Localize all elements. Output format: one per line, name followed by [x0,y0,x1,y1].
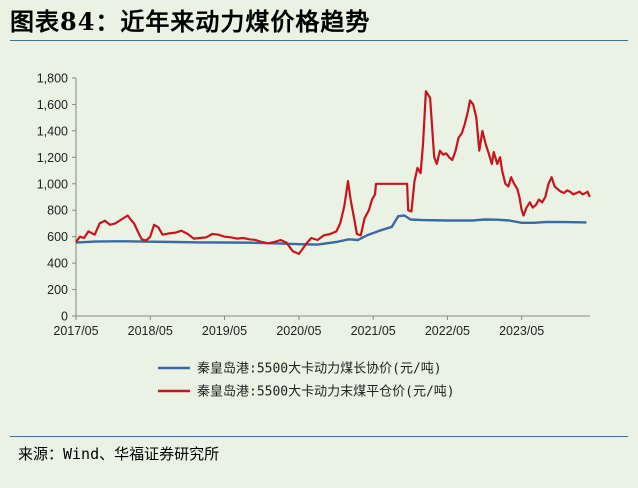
x-tick-label: 2020/05 [276,324,321,338]
y-tick-label: 1,800 [37,72,68,86]
title-divider [10,40,628,41]
y-tick-label: 400 [47,257,68,271]
x-axis: 2017/05 2018/05 2019/05 2020/05 2021/05 2022/… [53,315,590,338]
x-tick-label: 2017/05 [53,324,98,338]
y-tick-label: 1,400 [37,124,68,138]
source-note: 来源：Wind、华福证券研究所 [18,445,220,463]
x-tick-label: 2018/05 [128,324,173,338]
legend: 秦皇岛港:5500大卡动力煤长协价(元/吨) 秦皇岛港:5500大卡动力末煤平仓价… [158,361,455,400]
series-line-1 [75,214,587,246]
x-tick-label: 2021/05 [351,324,396,338]
y-tick-label: 600 [47,230,68,244]
y-tick-label: 0 [61,310,68,324]
y-tick-label: 1,000 [37,177,68,191]
page-title: 图表84：近年来动力煤价格趋势 [10,7,371,36]
y-tick-label: 800 [47,204,68,218]
series-group [75,90,591,255]
y-tick-label: 1,200 [37,151,68,165]
x-tick-label: 2022/05 [425,324,470,338]
legend-label-2: 秦皇岛港:5500大卡动力末煤平仓价(元/吨) [197,384,455,400]
footer-divider [10,436,628,437]
x-tick-label: 2023/05 [499,324,544,338]
x-tick-label: 2019/05 [202,324,247,338]
series-line-2 [75,90,591,255]
y-tick-label: 200 [47,283,68,297]
y-tick-label: 1,600 [37,98,68,112]
legend-label-1: 秦皇岛港:5500大卡动力煤长协价(元/吨) [197,361,442,377]
price-line-chart: 0 200 400 600 800 1,000 1,200 1,400 1,600 1,800 2… [37,72,591,400]
y-axis: 0 200 400 600 800 1,000 1,200 1,400 1,600 1,800 [37,72,77,324]
